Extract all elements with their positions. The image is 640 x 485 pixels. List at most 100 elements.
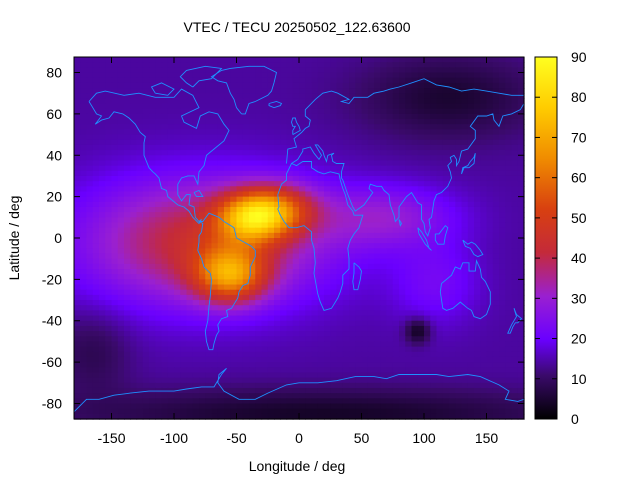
heatmap-cell	[411, 269, 419, 275]
heatmap-cell	[467, 72, 475, 79]
heatmap-cell	[305, 217, 313, 224]
heatmap-cell	[224, 325, 231, 332]
heatmap-cell	[80, 134, 88, 141]
heatmap-cell	[230, 284, 238, 291]
heatmap-cell	[292, 387, 300, 394]
heatmap-cell	[374, 408, 381, 415]
heatmap-cell	[130, 294, 138, 301]
heatmap-cell	[242, 310, 250, 317]
heatmap-cell	[292, 346, 300, 353]
heatmap-cell	[449, 155, 456, 162]
heatmap-cell	[436, 305, 444, 311]
heatmap-cell	[117, 57, 125, 63]
heatmap-cell	[449, 201, 456, 208]
heatmap-cell	[330, 144, 338, 151]
heatmap-cell	[511, 217, 519, 224]
heatmap-cell	[205, 186, 213, 193]
heatmap-cell	[311, 186, 319, 193]
heatmap-cell	[436, 310, 444, 317]
heatmap-cell	[342, 139, 350, 146]
heatmap-cell	[355, 253, 363, 260]
heatmap-cell	[286, 403, 294, 410]
heatmap-cell	[261, 253, 269, 260]
heatmap-cell	[261, 113, 269, 120]
heatmap-cell	[192, 206, 200, 213]
heatmap-cell	[399, 320, 406, 327]
heatmap-cell	[505, 77, 513, 84]
heatmap-cell	[224, 170, 231, 177]
heatmap-cell	[192, 403, 200, 410]
heatmap-cell	[424, 310, 431, 317]
heatmap-cell	[392, 398, 400, 405]
heatmap-cell	[99, 119, 106, 125]
heatmap-cell	[292, 289, 300, 296]
heatmap-cell	[392, 62, 400, 68]
heatmap-cell	[380, 196, 388, 203]
heatmap-cell	[392, 67, 400, 74]
heatmap-cell	[280, 62, 288, 68]
heatmap-cell	[267, 336, 275, 343]
heatmap-cell	[167, 393, 175, 399]
heatmap-cell	[517, 331, 525, 337]
heatmap-cell	[261, 134, 269, 141]
heatmap-cell	[305, 170, 313, 177]
heatmap-cell	[411, 108, 419, 115]
heatmap-cell	[449, 310, 456, 317]
heatmap-cell	[261, 367, 269, 374]
heatmap-cell	[511, 336, 519, 343]
heatmap-cell	[211, 150, 219, 156]
heatmap-cell	[442, 144, 450, 151]
heatmap-cell	[211, 134, 219, 141]
heatmap-cell	[155, 263, 163, 270]
heatmap-cell	[274, 300, 281, 306]
heatmap-cell	[336, 331, 344, 337]
heatmap-cell	[474, 222, 481, 229]
heatmap-cell	[311, 269, 319, 275]
heatmap-cell	[286, 165, 294, 172]
heatmap-cell	[142, 155, 150, 162]
heatmap-cell	[486, 113, 494, 120]
heatmap-cell	[399, 227, 406, 234]
heatmap-cell	[192, 62, 200, 68]
heatmap-cell	[336, 57, 344, 63]
heatmap-cell	[317, 320, 325, 327]
heatmap-cell	[505, 175, 513, 182]
heatmap-cell	[374, 325, 381, 332]
heatmap-cell	[367, 387, 375, 394]
heatmap-cell	[367, 367, 375, 374]
heatmap-cell	[399, 367, 406, 374]
heatmap-cell	[349, 196, 356, 203]
heatmap-cell	[436, 258, 444, 265]
heatmap-cell	[236, 294, 244, 301]
heatmap-cell	[142, 103, 150, 110]
heatmap-cell	[224, 284, 231, 291]
heatmap-cell	[136, 279, 144, 286]
heatmap-cell	[217, 88, 225, 94]
heatmap-cell	[149, 382, 156, 389]
heatmap-cell	[499, 300, 506, 306]
heatmap-cell	[467, 387, 475, 394]
heatmap-cell	[486, 98, 494, 105]
heatmap-cell	[480, 331, 488, 337]
heatmap-cell	[442, 181, 450, 187]
heatmap-cell	[461, 336, 469, 343]
heatmap-cell	[74, 253, 81, 260]
heatmap-cell	[267, 279, 275, 286]
heatmap-cell	[236, 315, 244, 322]
heatmap-cell	[374, 150, 381, 156]
heatmap-cell	[167, 279, 175, 286]
heatmap-cell	[486, 408, 494, 415]
heatmap-cell	[311, 238, 319, 244]
heatmap-cell	[355, 170, 363, 177]
heatmap-cell	[492, 300, 500, 306]
heatmap-cell	[386, 119, 394, 125]
heatmap-cell	[136, 191, 144, 198]
heatmap-cell	[392, 72, 400, 79]
heatmap-cell	[117, 274, 125, 280]
heatmap-cell	[392, 108, 400, 115]
heatmap-cell	[517, 227, 525, 234]
heatmap-cell	[499, 351, 506, 358]
heatmap-cell	[461, 67, 469, 74]
heatmap-cell	[186, 289, 194, 296]
heatmap-cell	[517, 253, 525, 260]
